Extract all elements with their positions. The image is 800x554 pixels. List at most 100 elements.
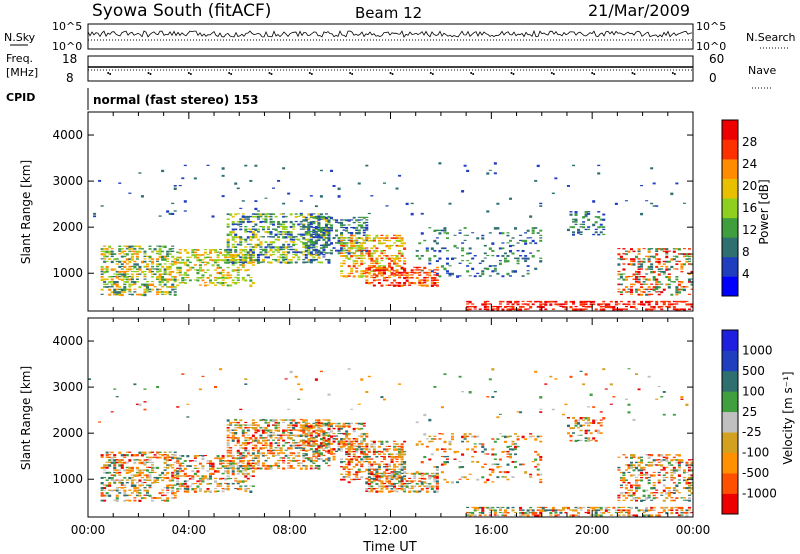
heatmap-cell (307, 444, 311, 447)
heatmap-cell (269, 442, 273, 445)
heatmap-cell (435, 468, 439, 471)
heatmap-cell (345, 432, 349, 436)
heatmap-cell (665, 487, 669, 490)
heatmap-cell (140, 451, 144, 454)
heatmap-cell (289, 421, 293, 424)
heatmap-cell (211, 281, 215, 285)
heatmap-cell (488, 275, 492, 277)
heatmap-cell (423, 271, 427, 274)
heatmap-cell (206, 460, 210, 462)
heatmap-cell (324, 434, 328, 437)
heatmap-cell (314, 459, 318, 462)
heatmap-cell (345, 242, 349, 245)
heatmap-cell (682, 487, 686, 490)
heatmap-cell (110, 461, 114, 464)
heatmap-cell (133, 291, 137, 293)
heatmap-cell (665, 456, 669, 460)
heatmap-cell (108, 281, 112, 284)
heatmap-cell (183, 475, 187, 477)
heatmap-cell (519, 514, 523, 517)
heatmap-cell (118, 278, 122, 280)
heatmap-cell (219, 462, 223, 465)
heatmap-cell (539, 305, 543, 309)
heatmap-cell (367, 266, 371, 269)
heatmap-cell (236, 258, 240, 261)
y-tick-label: 1000 (52, 266, 83, 280)
heatmap-cell (405, 274, 409, 277)
heatmap-cell (173, 275, 177, 278)
heatmap-cell (312, 229, 316, 232)
heatmap-cell (193, 251, 197, 254)
heatmap-cell (428, 482, 432, 485)
heatmap-cell (393, 443, 397, 445)
heatmap-cell (272, 213, 276, 215)
heatmap-cell (289, 226, 293, 228)
heatmap-cell (382, 448, 386, 451)
heatmap-cell (393, 477, 397, 480)
heatmap-cell (312, 437, 316, 440)
heatmap-cell (508, 239, 512, 242)
heatmap-cell (269, 231, 273, 234)
heatmap-cell (660, 270, 664, 273)
heatmap-cell (624, 278, 628, 281)
heatmap-cell (350, 458, 354, 461)
heatmap-cell (584, 211, 588, 214)
heatmap-cell (453, 244, 457, 248)
heatmap-cell (125, 278, 129, 281)
heatmap-cell (632, 484, 636, 487)
heatmap-cell (274, 246, 278, 249)
heatmap-cell (342, 468, 346, 470)
heatmap-cell (239, 269, 243, 271)
heatmap-cell (307, 223, 311, 226)
heatmap-cell (367, 212, 371, 215)
heatmap-cell (614, 303, 618, 306)
heatmap-cell (256, 457, 260, 459)
heatmap-cell (435, 477, 439, 480)
heatmap-cell (345, 244, 349, 247)
heatmap-cell (304, 261, 308, 264)
heatmap-cell (203, 455, 207, 457)
heatmap-cell (677, 479, 681, 481)
heatmap-cell (635, 487, 639, 490)
heatmap-cell (677, 481, 681, 484)
heatmap-cell (319, 218, 323, 220)
heatmap-cell (629, 487, 633, 489)
heatmap-cell (302, 425, 306, 428)
heatmap-cell (435, 279, 439, 281)
heatmap-cell (635, 476, 639, 478)
heatmap-cell (249, 253, 253, 256)
heatmap-cell (395, 487, 399, 490)
heatmap-cell (241, 266, 245, 269)
heatmap-cell (655, 278, 659, 281)
heatmap-cell (261, 462, 265, 465)
heatmap-cell (231, 472, 235, 476)
heatmap-cell (637, 293, 641, 296)
heatmap-cell (345, 257, 349, 259)
heatmap-cell (582, 383, 586, 386)
heatmap-cell (418, 279, 422, 282)
heatmap-cell (244, 279, 248, 282)
heatmap-cell (302, 430, 306, 433)
heatmap-cell (115, 260, 119, 263)
heatmap-cell (350, 461, 354, 464)
heatmap-cell (624, 487, 628, 490)
heatmap-cell (178, 261, 182, 264)
heatmap-cell (231, 482, 235, 485)
heatmap-cell (173, 278, 177, 281)
heatmap-cell (307, 226, 311, 230)
heatmap-cell (491, 242, 495, 245)
heatmap-cell (592, 223, 596, 227)
heatmap-cell (582, 419, 586, 421)
heatmap-cell (403, 487, 407, 490)
heatmap-cell (277, 246, 281, 249)
heatmap-cell (115, 283, 119, 286)
heatmap-cell (390, 453, 394, 456)
heatmap-cell (103, 469, 107, 471)
heatmap-cell (660, 469, 664, 471)
heatmap-cell (274, 233, 278, 236)
heatmap-cell (143, 494, 147, 496)
heatmap-cell (246, 462, 250, 465)
heatmap-cell (186, 416, 190, 418)
heatmap-cell (554, 514, 558, 517)
